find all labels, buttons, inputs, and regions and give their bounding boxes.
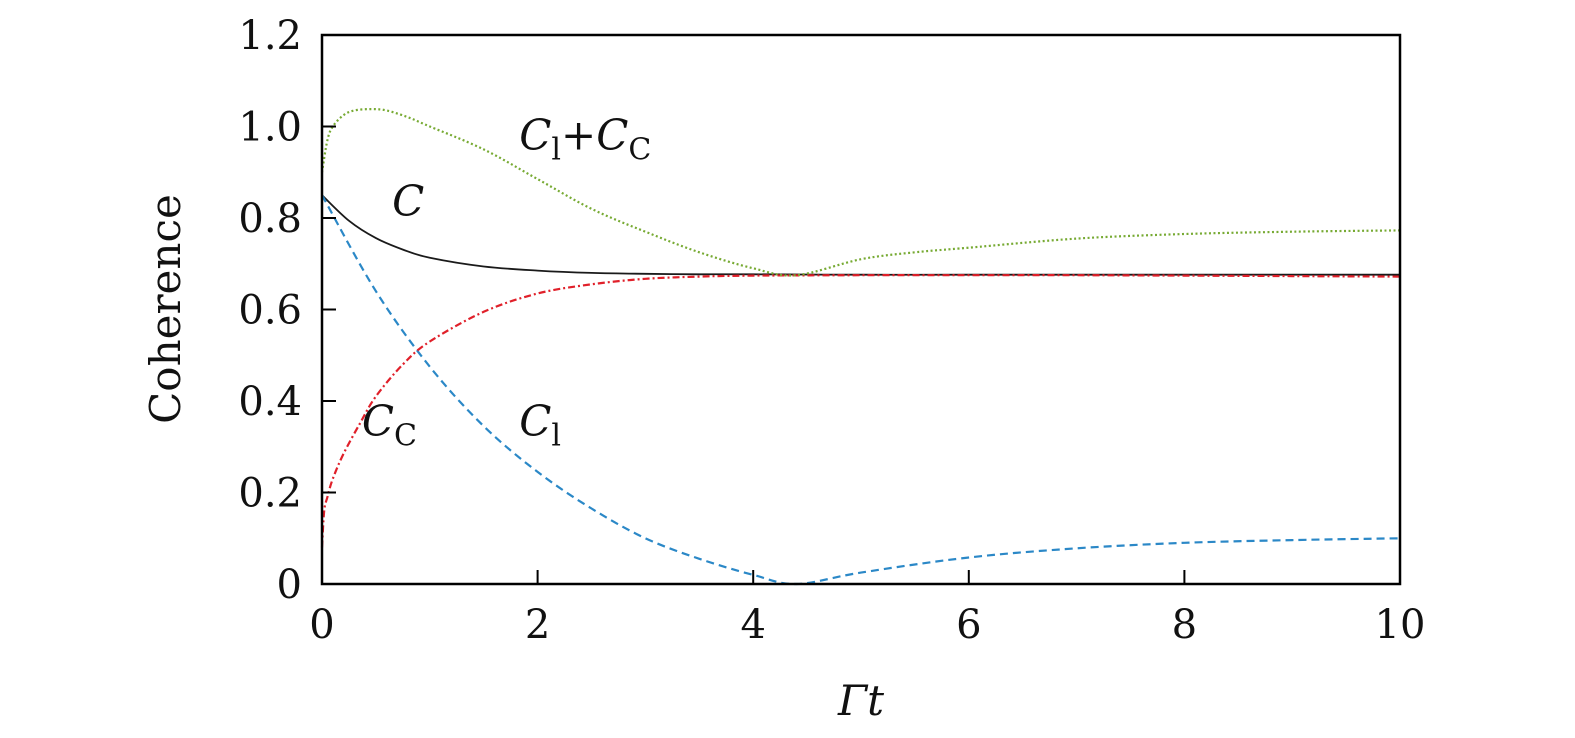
series-layer bbox=[320, 107, 1401, 586]
x-tick-label: 2 bbox=[525, 602, 550, 648]
x-tick-label: 0 bbox=[309, 602, 334, 648]
series-line-c-l bbox=[321, 194, 1401, 586]
y-tick-label: 0.2 bbox=[238, 471, 302, 517]
y-axis-label: Coherence bbox=[141, 194, 190, 424]
y-ticks: 0 0.2 0.4 0.6 0.8 1.0 1.2 bbox=[238, 13, 336, 608]
y-tick-label: 0.8 bbox=[238, 196, 302, 242]
y-tick-label: 1.2 bbox=[238, 13, 302, 59]
series-line-c bbox=[321, 194, 1400, 276]
x-tick-label: 6 bbox=[956, 602, 981, 648]
annotation-c-c: CC bbox=[362, 396, 417, 453]
x-tick-label: 8 bbox=[1172, 602, 1197, 648]
annotation-c-l-c-c: Cl+CC bbox=[519, 110, 651, 167]
annotation-c-l: Cl bbox=[519, 396, 561, 453]
x-ticks: 0 2 4 6 8 10 bbox=[309, 570, 1425, 648]
y-tick-label: 1.0 bbox=[238, 105, 302, 151]
series-line-c-c bbox=[320, 274, 1401, 548]
y-tick-label: 0.6 bbox=[238, 288, 302, 334]
y-tick-label: 0 bbox=[277, 562, 302, 608]
series-line-c-l-c-c bbox=[320, 107, 1401, 277]
annotations: C Cl+CC CC Cl bbox=[362, 110, 651, 453]
y-tick-label: 0.4 bbox=[238, 379, 302, 425]
x-axis-label: Γt bbox=[837, 676, 884, 725]
x-tick-label: 4 bbox=[740, 602, 765, 648]
x-tick-label: 10 bbox=[1375, 602, 1426, 648]
annotation-c: C bbox=[392, 177, 424, 226]
plot-frame bbox=[320, 33, 1402, 586]
